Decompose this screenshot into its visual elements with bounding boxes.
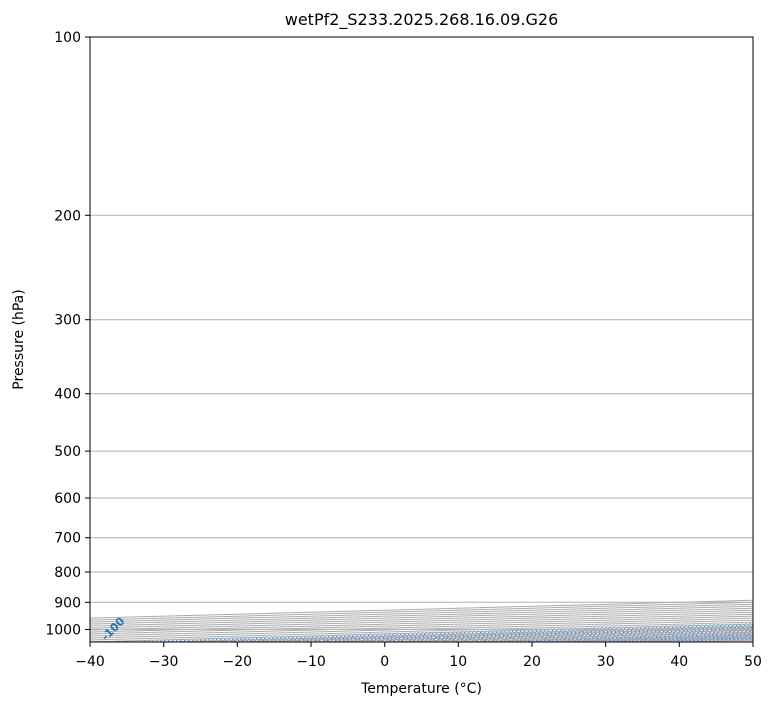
x-tick-label: −40 — [75, 654, 105, 670]
y-axis-ticks: 100 200 300 400 500 600 700 800 900 1000 — [45, 30, 90, 638]
x-tick-label: 50 — [744, 654, 762, 670]
y-tick-label: 100 — [54, 30, 81, 46]
isobar-grid — [90, 37, 753, 630]
y-tick-label: 700 — [54, 531, 81, 547]
y-tick-label: 200 — [54, 208, 81, 224]
x-axis-ticks: −40 −30 −20 −10 0 10 20 30 40 50 — [75, 642, 762, 670]
x-tick-label: −20 — [223, 654, 253, 670]
x-tick-label: −30 — [149, 654, 179, 670]
y-tick-label: 900 — [54, 595, 81, 611]
x-tick-label: 20 — [523, 654, 541, 670]
x-tick-label: 30 — [597, 654, 615, 670]
y-tick-label: 1000 — [45, 622, 81, 638]
plot-area: -100-90-80-70-60-50-40-30-20-10010203040… — [90, 37, 753, 642]
x-axis-label: Temperature (°C) — [360, 681, 482, 697]
x-tick-label: 0 — [380, 654, 389, 670]
x-tick-label: 40 — [670, 654, 688, 670]
y-axis-label: Pressure (hPa) — [11, 289, 27, 389]
plot-frame — [89, 36, 754, 643]
y-tick-label: 600 — [54, 491, 81, 507]
y-tick-label: 500 — [54, 444, 81, 460]
x-tick-label: 10 — [449, 654, 467, 670]
y-tick-label: 400 — [54, 387, 81, 403]
y-tick-label: 300 — [54, 313, 81, 329]
chart-title: wetPf2_S233.2025.268.16.09.G26 — [285, 10, 559, 30]
x-tick-label: −10 — [296, 654, 326, 670]
y-tick-label: 800 — [54, 565, 81, 581]
